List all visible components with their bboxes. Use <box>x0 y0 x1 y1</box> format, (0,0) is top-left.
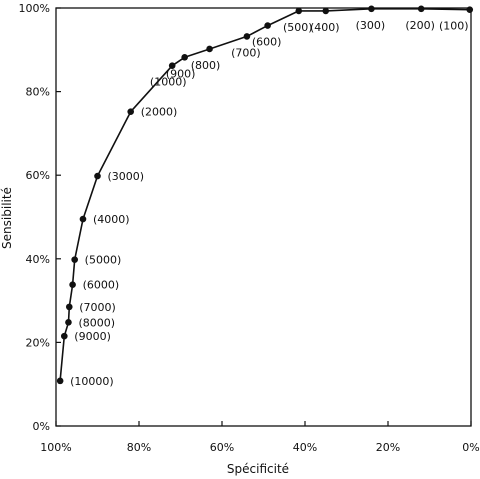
data-point <box>466 6 474 13</box>
x-tick-label: 100% <box>40 441 71 454</box>
tick-labels: 100% 80% 60% 40% 20% 0% 0% 20% 40% 60% 80% 100% <box>19 2 480 454</box>
data-point <box>368 5 375 13</box>
x-tick-label: 40% <box>293 441 317 454</box>
point-label: (1000) <box>150 76 187 89</box>
point-label: (700) <box>231 46 261 59</box>
x-tick-label: 60% <box>210 441 234 454</box>
point-label: (2000) <box>141 106 178 119</box>
axis-ticks <box>55 7 472 427</box>
point-label: (100) <box>439 20 469 33</box>
point-label: (8000) <box>78 316 115 329</box>
point-label: (800) <box>191 59 221 72</box>
x-tick-label: 0% <box>462 441 479 454</box>
data-point <box>65 319 72 326</box>
data-point <box>65 303 73 311</box>
point-labels: (10000) (9000)(8000) (7000) (6000) (5000) (40… <box>70 19 468 388</box>
point-label: (500) <box>283 21 313 34</box>
x-tick-label: 80% <box>127 441 151 454</box>
y-tick-label: 40% <box>26 253 50 266</box>
data-point <box>79 215 87 223</box>
point-label: (9000) <box>74 330 111 343</box>
data-point <box>417 5 425 13</box>
point-label: (600) <box>252 36 282 49</box>
x-axis-title: Spécificité <box>227 462 289 476</box>
y-tick-label: 60% <box>26 169 50 182</box>
x-tick-label: 20% <box>376 441 400 454</box>
data-point <box>127 108 134 115</box>
point-label: (7000) <box>79 301 116 314</box>
point-label: (6000) <box>83 279 120 292</box>
series-line <box>59 8 470 381</box>
y-tick-label: 0% <box>33 420 50 433</box>
plot-frame <box>55 7 472 427</box>
point-label: (200) <box>405 19 435 32</box>
point-label: (5000) <box>85 254 122 267</box>
point-label: (10000) <box>70 375 114 388</box>
point-label: (300) <box>356 19 386 32</box>
y-axis-title: Sensibilité <box>0 187 14 249</box>
y-tick-label: 100% <box>19 2 50 15</box>
point-label: (400) <box>310 21 340 34</box>
data-points <box>56 5 474 385</box>
data-point <box>168 62 176 69</box>
data-point <box>322 7 330 15</box>
point-label: (4000) <box>93 213 130 226</box>
data-point <box>243 33 251 40</box>
plot-border <box>55 7 472 427</box>
data-point <box>69 281 76 289</box>
data-point <box>94 172 101 180</box>
data-point <box>264 22 271 29</box>
data-point <box>295 7 303 15</box>
data-point <box>206 45 213 53</box>
data-point <box>181 54 188 61</box>
y-tick-label: 20% <box>26 336 50 349</box>
point-label: (900) <box>166 67 196 80</box>
data-point <box>56 377 64 385</box>
roc-curve-line <box>59 8 470 381</box>
data-point <box>71 256 78 263</box>
data-point <box>61 332 68 340</box>
y-tick-label: 80% <box>26 86 50 99</box>
point-label: (3000) <box>108 170 145 183</box>
